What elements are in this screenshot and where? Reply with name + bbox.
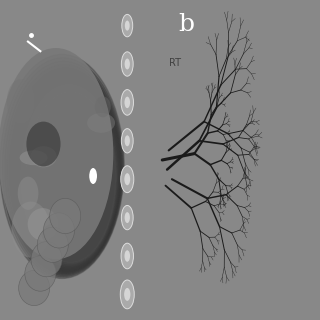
Circle shape <box>89 168 97 184</box>
Ellipse shape <box>37 227 68 262</box>
Text: b: b <box>178 13 194 36</box>
Circle shape <box>122 14 133 37</box>
Ellipse shape <box>12 71 120 271</box>
Circle shape <box>121 205 133 230</box>
Ellipse shape <box>18 177 38 210</box>
Ellipse shape <box>30 146 57 167</box>
Ellipse shape <box>23 88 116 264</box>
Ellipse shape <box>44 213 75 248</box>
Ellipse shape <box>12 202 50 258</box>
Ellipse shape <box>5 61 123 276</box>
Ellipse shape <box>26 122 60 166</box>
Circle shape <box>124 135 130 146</box>
Ellipse shape <box>9 68 121 273</box>
Ellipse shape <box>19 81 118 267</box>
Ellipse shape <box>21 85 117 266</box>
Ellipse shape <box>7 65 122 274</box>
Circle shape <box>125 20 130 31</box>
Ellipse shape <box>0 54 124 278</box>
Ellipse shape <box>19 270 50 306</box>
Ellipse shape <box>2 58 124 277</box>
Ellipse shape <box>87 113 115 133</box>
Ellipse shape <box>14 75 119 270</box>
Ellipse shape <box>7 79 35 124</box>
Ellipse shape <box>31 242 62 277</box>
Circle shape <box>121 129 133 153</box>
Circle shape <box>124 97 130 108</box>
Ellipse shape <box>41 222 79 247</box>
Circle shape <box>124 250 130 262</box>
Circle shape <box>121 52 133 76</box>
Circle shape <box>124 173 130 185</box>
Ellipse shape <box>95 96 111 117</box>
Circle shape <box>124 288 131 301</box>
Ellipse shape <box>0 48 113 259</box>
Ellipse shape <box>20 150 47 165</box>
Circle shape <box>121 166 134 193</box>
Ellipse shape <box>32 143 54 169</box>
Ellipse shape <box>25 256 56 291</box>
Ellipse shape <box>28 208 58 241</box>
Circle shape <box>124 212 130 223</box>
Circle shape <box>121 243 133 269</box>
Text: RT: RT <box>169 58 181 68</box>
Circle shape <box>120 280 134 309</box>
Ellipse shape <box>16 78 119 268</box>
Circle shape <box>121 90 133 115</box>
Ellipse shape <box>26 92 116 262</box>
Ellipse shape <box>50 198 81 234</box>
Circle shape <box>124 59 130 69</box>
